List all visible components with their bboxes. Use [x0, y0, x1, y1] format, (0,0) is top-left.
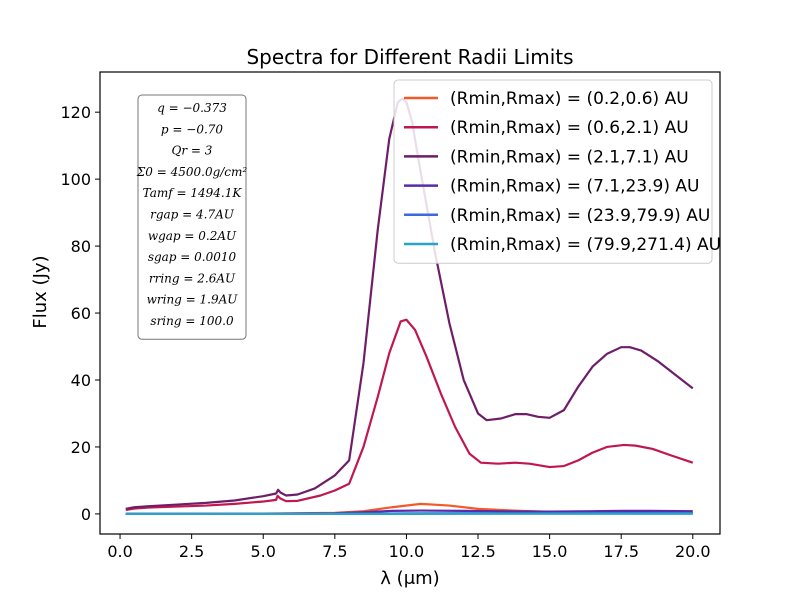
axes-layer: 0.0 2.5 5.0 7.5 10.0 12.5 15.0 17.5 20.0 0 20 40 60 8… — [60, 71, 721, 561]
legend-box — [393, 79, 713, 264]
annotation-line: wring = 1.9AU — [147, 293, 239, 307]
chart-title: Spectra for Different Radii Limits — [246, 45, 573, 69]
annotation-line: rring = 2.6AU — [149, 271, 236, 285]
legend-label-3: (Rmin,Rmax) = (2.1,7.1) AU — [450, 147, 689, 167]
y-tick-label: 100 — [60, 170, 91, 189]
y-tick-label: 60 — [71, 304, 91, 323]
annotation-line: Qr = 3 — [172, 144, 213, 158]
x-tick-label: 17.5 — [603, 542, 639, 561]
x-tick-label: 2.5 — [179, 542, 204, 561]
annotation-line: Σ0 = 4500.0g/cm² — [136, 165, 248, 179]
x-tick-label: 7.5 — [322, 542, 347, 561]
y-tick-label: 20 — [71, 438, 91, 457]
legend-label-6: (Rmin,Rmax) = (79.9,271.4) AU — [450, 235, 721, 255]
x-tick-label: 0.0 — [107, 542, 132, 561]
x-tick-label: 15.0 — [532, 542, 568, 561]
legend-label-1: (Rmin,Rmax) = (0.2,0.6) AU — [450, 89, 689, 109]
annotation-box — [137, 94, 247, 340]
annotation-line: rgap = 4.7AU — [150, 208, 235, 222]
legend: (Rmin,Rmax) = (0.2,0.6) AU (Rmin,Rmax) = … — [393, 79, 721, 264]
legend-label-4: (Rmin,Rmax) = (7.1,23.9) AU — [450, 177, 699, 197]
plot-frame — [99, 71, 721, 535]
annotation-line: Tamf = 1494.1K — [143, 186, 243, 200]
x-axis-label: λ (μm) — [380, 568, 439, 589]
annotation-line: q = −0.373 — [157, 101, 227, 115]
y-tick-label: 120 — [60, 103, 91, 122]
x-tick-label: 12.5 — [460, 542, 496, 561]
y-tick-label: 40 — [71, 371, 91, 390]
y-tick-label: 80 — [71, 237, 91, 256]
annotation-line: sring = 100.0 — [150, 314, 234, 328]
y-axis-label: Flux (Jy) — [30, 255, 51, 328]
series-line-2 — [125, 318, 694, 511]
x-tick-label: 10.0 — [389, 542, 425, 561]
annotation-line: sgap = 0.0010 — [148, 250, 237, 264]
annotation-line: wgap = 0.2AU — [148, 229, 237, 243]
x-tick-label: 20.0 — [675, 542, 711, 561]
annotation-line: p = −0.70 — [161, 122, 224, 136]
x-tick-label: 5.0 — [251, 542, 276, 561]
parameter-annotation: q = −0.373 p = −0.70 Qr = 3 Σ0 = 4500.0g/cm… — [136, 94, 248, 340]
y-tick-label: 0 — [81, 505, 91, 524]
legend-label-2: (Rmin,Rmax) = (0.6,2.1) AU — [450, 118, 689, 138]
legend-label-5: (Rmin,Rmax) = (23.9,79.9) AU — [450, 206, 710, 226]
